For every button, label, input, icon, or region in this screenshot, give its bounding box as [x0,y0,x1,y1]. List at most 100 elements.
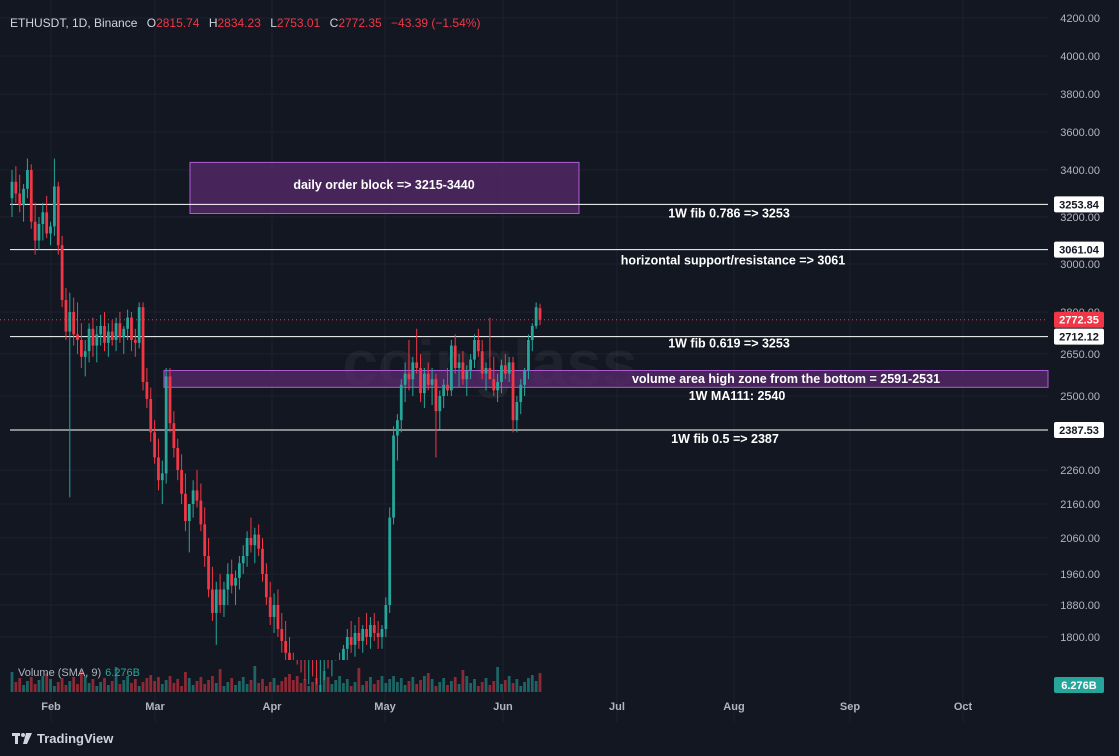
candle[interactable] [249,517,253,553]
candle[interactable] [496,373,499,403]
candle[interactable] [361,625,365,653]
candle[interactable] [41,202,45,241]
candle[interactable] [403,362,407,403]
candle[interactable] [457,354,461,388]
candle[interactable] [203,507,207,567]
candle[interactable] [184,473,187,532]
candle[interactable] [64,288,68,340]
candle[interactable] [438,390,442,430]
candle[interactable] [430,368,434,406]
candle[interactable] [523,368,526,396]
candle[interactable] [18,174,22,213]
volume-header[interactable]: Volume (SMA, 9) 6.276B [18,667,140,679]
candle[interactable] [384,597,388,637]
candle[interactable] [199,483,203,532]
candle[interactable] [76,302,79,354]
candle[interactable] [87,323,91,363]
candle[interactable] [519,379,523,415]
candle[interactable] [396,414,399,461]
candle[interactable] [99,314,103,346]
candle[interactable] [230,559,234,594]
candle[interactable] [191,480,195,518]
candle[interactable] [399,379,403,433]
candle[interactable] [56,181,60,255]
candle[interactable] [241,545,245,574]
candle[interactable] [26,158,29,199]
candle[interactable] [60,235,64,308]
candle[interactable] [157,438,160,491]
candle[interactable] [407,340,411,391]
candle[interactable] [137,302,141,349]
candle[interactable] [345,629,349,660]
candle[interactable] [141,302,145,391]
candle[interactable] [280,613,284,653]
candle[interactable] [453,334,457,374]
candle[interactable] [237,556,241,590]
candle[interactable] [469,354,473,380]
candle[interactable] [511,356,515,433]
candle[interactable] [187,504,191,553]
candle[interactable] [172,411,176,458]
candle[interactable] [538,303,542,326]
candle[interactable] [369,617,372,649]
candle[interactable] [14,166,18,203]
tradingview-logo[interactable]: TradingView [12,731,113,746]
zone-1[interactable] [163,370,1049,388]
candle[interactable] [79,323,83,368]
candle[interactable] [149,387,153,442]
candle[interactable] [507,356,511,382]
candle[interactable] [422,368,426,409]
candle[interactable] [492,356,496,396]
candle[interactable] [207,538,210,598]
candle[interactable] [503,354,507,380]
candle[interactable] [473,334,476,368]
symbol-name[interactable]: ETHUSDT, 1D, Binance [10,16,138,30]
candle[interactable] [114,317,118,352]
candle[interactable] [530,323,534,352]
candle[interactable] [357,617,361,649]
candle[interactable] [22,184,25,222]
candle[interactable] [488,317,492,380]
candle[interactable] [195,470,199,508]
candle[interactable] [365,613,368,645]
candle[interactable] [257,524,261,556]
candle[interactable] [527,334,530,380]
candle[interactable] [68,292,72,498]
candle[interactable] [261,538,264,582]
candle[interactable] [411,356,415,396]
zone-0[interactable] [189,161,580,214]
candle[interactable] [218,574,222,613]
candle[interactable] [449,340,453,396]
candle[interactable] [214,581,218,645]
candle[interactable] [164,368,168,484]
candle[interactable] [91,317,95,357]
candle[interactable] [180,454,183,504]
candle[interactable] [211,566,214,621]
candle[interactable] [276,589,280,638]
candle[interactable] [29,164,33,229]
candle[interactable] [446,368,449,396]
candle[interactable] [465,365,469,396]
candle[interactable] [353,625,357,657]
candle[interactable] [49,221,52,246]
candle[interactable] [45,195,49,239]
candle[interactable] [380,625,384,649]
candle[interactable] [480,340,484,380]
candle[interactable] [72,297,76,346]
candle[interactable] [10,170,14,217]
candle[interactable] [168,368,172,433]
candle[interactable] [534,302,538,329]
candle[interactable] [419,354,422,403]
candle[interactable] [392,426,395,525]
candle[interactable] [442,379,446,409]
candle[interactable] [376,621,380,649]
candle[interactable] [110,320,114,346]
candle[interactable] [37,217,41,250]
candle[interactable] [500,359,503,394]
candle[interactable] [288,637,291,660]
candle[interactable] [83,340,87,377]
candle[interactable] [222,581,226,617]
candle[interactable] [130,312,133,352]
candle[interactable] [160,460,164,504]
